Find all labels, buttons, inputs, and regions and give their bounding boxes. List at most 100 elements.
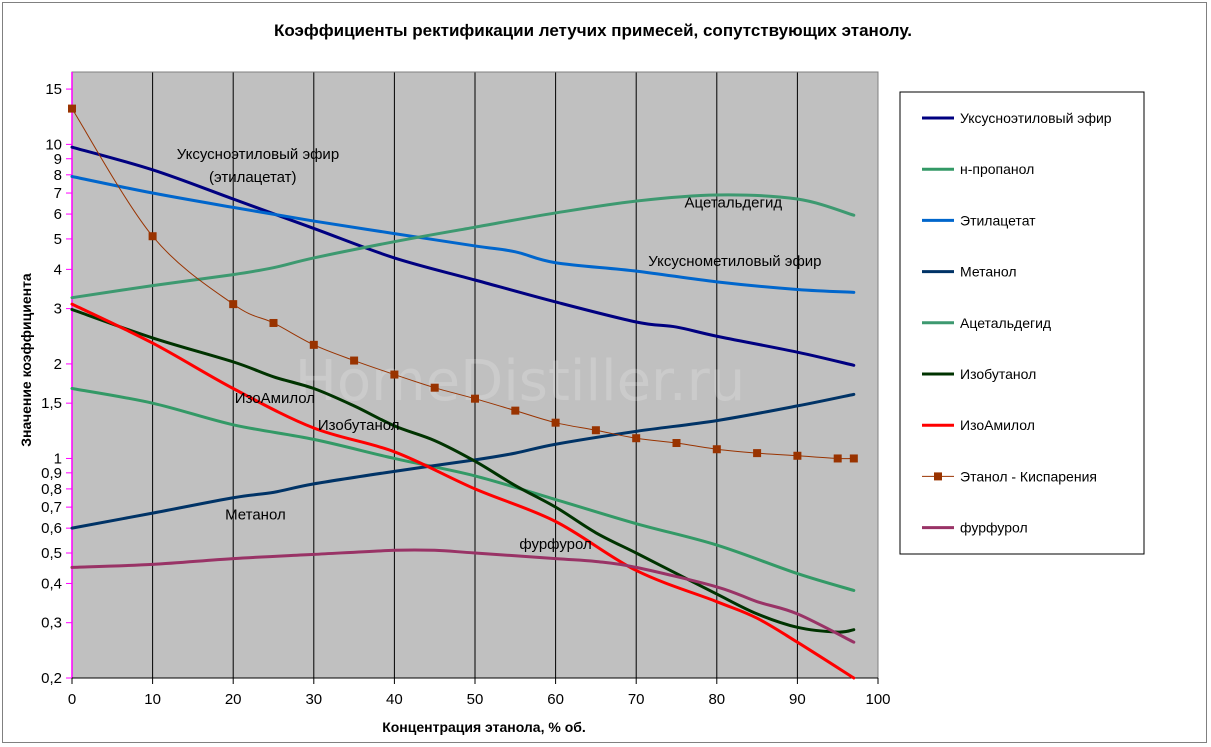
y-tick-label: 0,3 bbox=[41, 615, 62, 632]
y-tick-label: 2 bbox=[54, 356, 62, 373]
ann-etilacetat: (этилацетат) bbox=[209, 169, 297, 186]
legend-item-9: фурфурол bbox=[922, 520, 1028, 536]
x-tick-label-90: 90 bbox=[789, 691, 806, 708]
legend-item-7: ИзоАмилол bbox=[922, 417, 1035, 433]
y-tick-label: 3 bbox=[54, 301, 62, 318]
legend-item-6: Изобутанол bbox=[922, 366, 1036, 382]
series-line bbox=[70, 193, 856, 300]
series-3 bbox=[70, 175, 856, 294]
x-tick-label-100: 100 bbox=[865, 691, 890, 708]
series-line bbox=[70, 548, 856, 644]
ann-metanol: Метанол bbox=[225, 506, 286, 523]
series-point bbox=[551, 418, 560, 427]
y-tick-label: 0,2 bbox=[41, 670, 62, 687]
series-5 bbox=[70, 193, 856, 300]
legend-label: ИзоАмилол bbox=[960, 417, 1035, 433]
legend-label: Изобутанол bbox=[960, 366, 1036, 382]
legend-item-1: Уксусноэтиловый эфир bbox=[922, 110, 1112, 126]
series-point bbox=[511, 406, 520, 415]
y-tick-label: 1,5 bbox=[41, 395, 62, 412]
x-tick-label-20: 20 bbox=[225, 691, 242, 708]
y-tick-label: 10 bbox=[45, 136, 62, 153]
x-tick-label-40: 40 bbox=[386, 691, 403, 708]
x-axis-label: Концентрация этанола, % об. bbox=[382, 719, 586, 735]
series-line bbox=[70, 308, 856, 634]
series-point bbox=[793, 451, 802, 460]
ann-izobutanol: Изобутанол bbox=[318, 417, 400, 434]
legend-label: фурфурол bbox=[960, 520, 1028, 536]
series-group bbox=[68, 104, 858, 680]
legend-marker bbox=[934, 472, 942, 481]
series-point bbox=[672, 439, 681, 448]
series-line bbox=[70, 175, 856, 294]
series-point bbox=[68, 104, 76, 113]
y-tick-label: 0,7 bbox=[41, 499, 62, 516]
ann-uksusnometil: Уксуснометиловый эфир bbox=[648, 253, 821, 270]
series-point bbox=[430, 383, 439, 392]
y-tick-label: 4 bbox=[54, 261, 62, 278]
series-1 bbox=[70, 145, 856, 367]
series-point bbox=[350, 356, 359, 365]
series-point bbox=[753, 449, 762, 458]
ann-acetaldegid: Ацетальдегид bbox=[685, 194, 783, 211]
x-tick-label-10: 10 bbox=[144, 691, 161, 708]
series-point bbox=[229, 300, 238, 309]
y-tick-label: 15 bbox=[45, 81, 62, 98]
series-point bbox=[269, 318, 278, 327]
y-tick-label: 0,8 bbox=[41, 481, 62, 498]
series-point bbox=[591, 426, 600, 435]
legend-label: Этанол - Киспарения bbox=[960, 468, 1097, 484]
ann-uksusnoetil: Уксусноэтиловый эфир bbox=[177, 146, 339, 163]
y-tick-label: 5 bbox=[54, 231, 62, 248]
legend-item-4: Метанол bbox=[922, 264, 1017, 280]
legend-items: Уксусноэтиловый эфир н-пропанол Этилацетат… bbox=[922, 110, 1112, 536]
annotations: Уксусноэтиловый эфир (этилацетат) Ацетальд… bbox=[177, 146, 822, 553]
legend-label: Этилацетат bbox=[960, 212, 1036, 228]
y-tick-label: 1 bbox=[54, 450, 62, 467]
series-point bbox=[833, 454, 842, 463]
y-tick-label: 0,5 bbox=[41, 545, 62, 562]
legend-item-2: н-пропанол bbox=[922, 161, 1034, 177]
series-line bbox=[70, 387, 856, 592]
legend-item-8: Этанол - Киспарения bbox=[922, 468, 1097, 484]
legend-label: Метанол bbox=[960, 264, 1017, 280]
watermark: HomeDistiller.ru bbox=[295, 349, 746, 414]
series-line bbox=[70, 145, 856, 367]
ann-izoamilol: ИзоАмилол bbox=[235, 390, 315, 407]
series-8 bbox=[68, 104, 858, 463]
y-tick-label: 0,6 bbox=[41, 520, 62, 537]
series-6 bbox=[70, 308, 856, 634]
series-point bbox=[390, 370, 399, 379]
y-tick-label: 0,4 bbox=[41, 575, 62, 592]
legend-label: Ацетальдегид bbox=[960, 315, 1051, 331]
y-tick-label: 6 bbox=[54, 206, 62, 223]
y-tick-label: 7 bbox=[54, 185, 62, 202]
legend-item-5: Ацетальдегид bbox=[922, 315, 1051, 331]
series-point bbox=[471, 394, 479, 403]
legend-label: Уксусноэтиловый эфир bbox=[960, 110, 1112, 126]
x-tick-label-80: 80 bbox=[708, 691, 725, 708]
series-point bbox=[632, 434, 641, 443]
y-axis-label: Значение коэффициента bbox=[18, 273, 34, 447]
series-7 bbox=[70, 302, 856, 680]
x-tick-label-0: 0 bbox=[68, 691, 76, 708]
series-point bbox=[712, 445, 721, 454]
y-tick-label: 9 bbox=[54, 151, 62, 168]
chart-title: Коэффициенты ректификации летучих примес… bbox=[274, 21, 912, 40]
ann-furfurol: фурфурол bbox=[519, 536, 591, 553]
series-9 bbox=[70, 548, 856, 644]
x-tick-label-30: 30 bbox=[305, 691, 322, 708]
legend-label: н-пропанол bbox=[960, 161, 1034, 177]
series-point bbox=[148, 232, 157, 241]
y-tick-label: 8 bbox=[54, 167, 62, 184]
series-2 bbox=[70, 387, 856, 592]
y-tick-label: 0,9 bbox=[41, 465, 62, 482]
legend-item-3: Этилацетат bbox=[922, 212, 1036, 228]
x-tick-label-50: 50 bbox=[467, 691, 484, 708]
series-point bbox=[849, 454, 858, 463]
x-tick-label-60: 60 bbox=[547, 691, 564, 708]
x-axis: 0 10 20 30 40 50 60 70 80 90 100 bbox=[68, 677, 891, 708]
x-tick-label-70: 70 bbox=[628, 691, 645, 708]
